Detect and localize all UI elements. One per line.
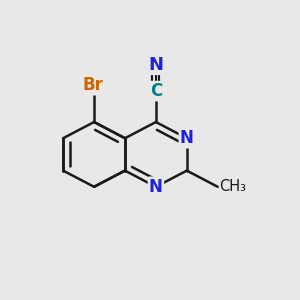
Text: N: N [149,178,163,196]
Text: CH₃: CH₃ [219,179,246,194]
Text: N: N [148,56,164,74]
Text: Br: Br [82,76,103,94]
Text: N: N [180,129,194,147]
Text: C: C [150,82,162,100]
